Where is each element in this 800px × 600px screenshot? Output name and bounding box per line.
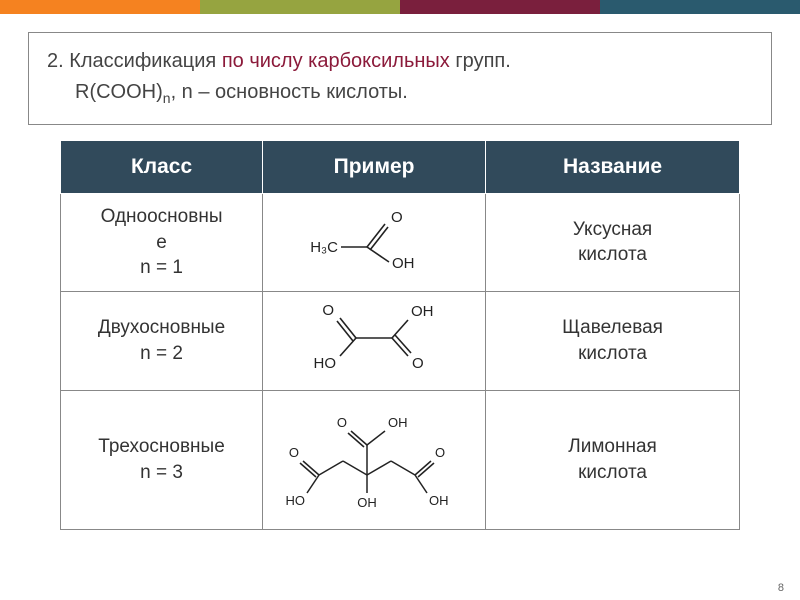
label-o-1: O <box>289 445 299 460</box>
title-highlight: по числу карбоксильных <box>222 50 450 72</box>
label-ho: HO <box>314 355 337 372</box>
class2-b: n = 2 <box>140 343 183 364</box>
title-line-2: R(COOH)n, n – основность кислоты. <box>75 81 753 106</box>
table-header-row: Класс Пример Название <box>61 141 740 194</box>
cell-example-2: O HO O OH <box>263 291 486 390</box>
page-number: 8 <box>778 582 784 594</box>
name1-b: кислота <box>578 244 647 265</box>
cell-class-3: Трехосновные n = 3 <box>61 390 263 529</box>
class3-b: n = 3 <box>140 462 183 483</box>
bar-segment-orange <box>0 0 200 14</box>
bar-segment-maroon <box>400 0 600 14</box>
title-line-1: 2. Классификация по числу карбоксильных … <box>47 47 753 75</box>
cell-class-1: Одноосновны е n = 1 <box>61 194 263 292</box>
label-ch3: H₃C <box>310 239 338 256</box>
oxalic-acid-structure: O HO O OH <box>294 298 454 378</box>
name2-a: Щавелевая <box>562 317 663 338</box>
classification-table: Класс Пример Название Одноосновны е n = … <box>60 140 740 530</box>
cell-class-2: Двухосновные n = 2 <box>61 291 263 390</box>
label-ho-1: HO <box>286 493 306 508</box>
title-box: 2. Классификация по числу карбоксильных … <box>28 32 772 125</box>
bar-segment-olive <box>200 0 400 14</box>
label-o-2: O <box>337 415 347 430</box>
formula-sub: n <box>163 90 171 106</box>
label-o-3: O <box>435 445 445 460</box>
cell-example-1: H₃C O OH <box>263 194 486 292</box>
name2-b: кислота <box>578 343 647 364</box>
name3-a: Лимонная <box>568 436 657 457</box>
header-example: Пример <box>263 141 486 194</box>
label-oh: OH <box>392 255 415 272</box>
title-suffix: групп. <box>450 50 511 72</box>
bar-segment-teal <box>600 0 800 14</box>
class1-a: Одноосновны <box>101 206 223 227</box>
header-name: Название <box>486 141 740 194</box>
label-o: O <box>391 209 403 226</box>
class1-b: е <box>156 232 167 253</box>
color-bar <box>0 0 800 14</box>
cell-name-2: Щавелевая кислота <box>486 291 740 390</box>
label-o-r: O <box>412 355 424 372</box>
cell-example-3: O HO OH O OH O <box>263 390 486 529</box>
citric-acid-structure: O HO OH O OH O <box>269 397 479 517</box>
name3-b: кислота <box>578 462 647 483</box>
label-oh-2: OH <box>388 415 408 430</box>
formula-b: , n – основность кислоты. <box>171 81 408 103</box>
table-row: Двухосновные n = 2 O HO O OH <box>61 291 740 390</box>
table-container: Класс Пример Название Одноосновны е n = … <box>60 140 740 530</box>
formula-a: R(COOH) <box>75 81 163 103</box>
label-oh: OH <box>411 303 434 320</box>
class3-a: Трехосновные <box>98 436 224 457</box>
class1-c: n = 1 <box>140 257 183 278</box>
title-prefix: 2. Классификация <box>47 50 222 72</box>
acetic-acid-structure: H₃C O OH <box>309 204 439 274</box>
cell-name-1: Уксусная кислота <box>486 194 740 292</box>
label-oh-c: OH <box>357 495 377 510</box>
name1-a: Уксусная <box>573 219 652 240</box>
cell-name-3: Лимонная кислота <box>486 390 740 529</box>
table-row: Одноосновны е n = 1 H₃C O OH Уксусная ки… <box>61 194 740 292</box>
table-row: Трехосновные n = 3 O HO <box>61 390 740 529</box>
label-oh-3: OH <box>429 493 449 508</box>
class2-a: Двухосновные <box>98 317 225 338</box>
label-o-l: O <box>322 302 334 319</box>
header-class: Класс <box>61 141 263 194</box>
